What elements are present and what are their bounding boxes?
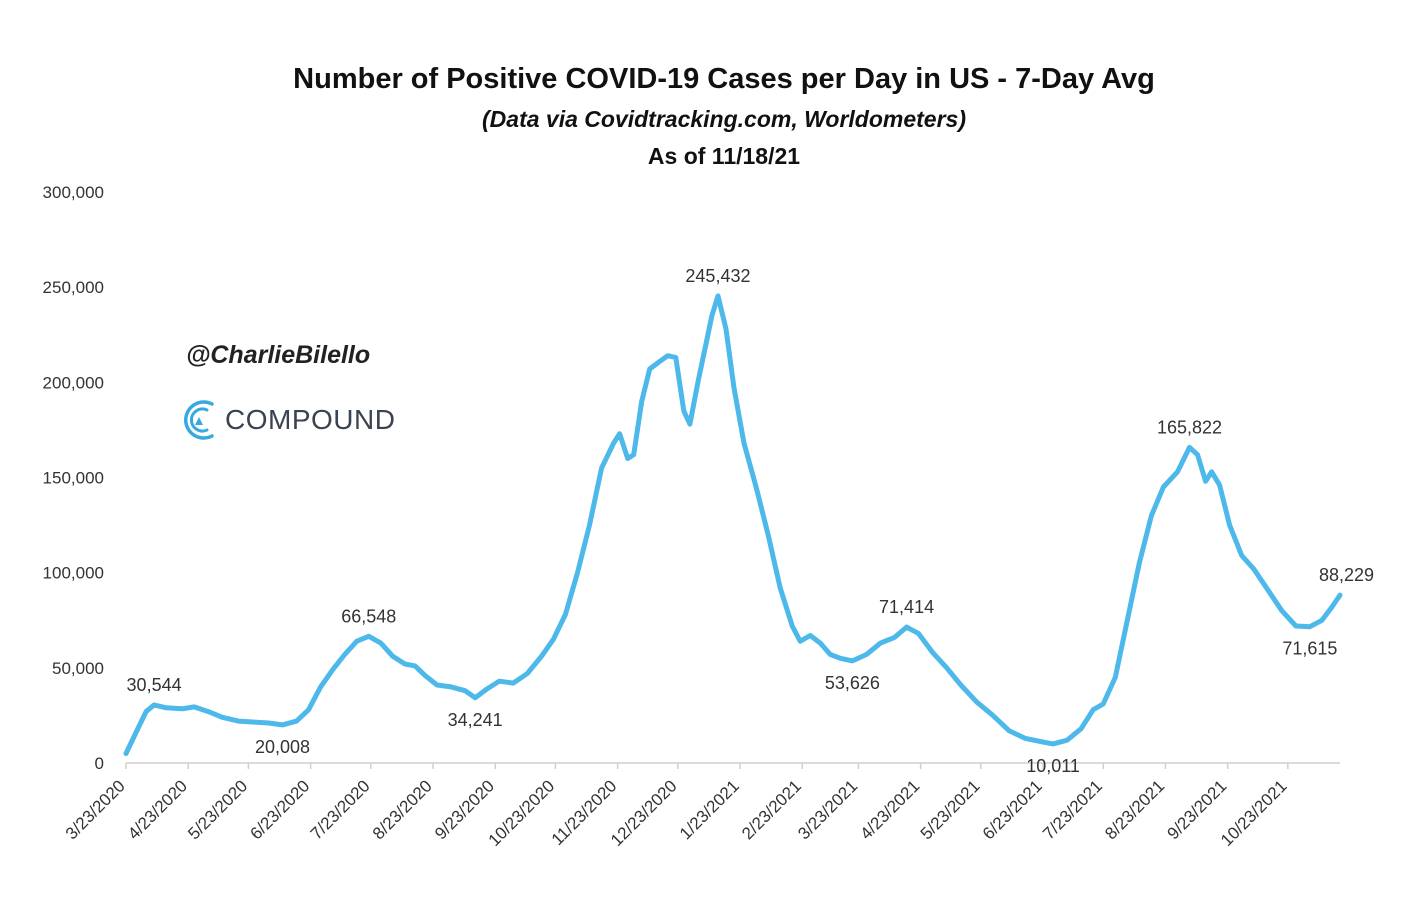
- x-tick-label: 1/23/2021: [676, 776, 743, 843]
- x-tick-label: 7/23/2020: [307, 776, 374, 843]
- y-tick-label: 100,000: [43, 564, 104, 583]
- chart-as-of-date: As of 11/18/21: [648, 143, 800, 169]
- x-axis: 3/23/20204/23/20205/23/20206/23/20207/23…: [62, 762, 1340, 850]
- x-tick-label: 8/23/2020: [369, 776, 436, 843]
- compound-logo-icon: [184, 400, 214, 440]
- y-tick-label: 50,000: [52, 659, 104, 678]
- chart-subtitle: (Data via Covidtracking.com, Worldometer…: [482, 106, 966, 132]
- x-tick-label: 2/23/2021: [738, 776, 805, 843]
- y-tick-label: 300,000: [43, 183, 104, 202]
- x-tick-label: 8/23/2021: [1101, 776, 1168, 843]
- x-tick-label: 5/23/2020: [184, 776, 251, 843]
- x-tick-label: 7/23/2021: [1039, 776, 1106, 843]
- y-tick-label: 200,000: [43, 373, 104, 392]
- data-label: 66,548: [341, 606, 396, 626]
- data-label: 20,008: [255, 737, 310, 757]
- watermark: @CharlieBilello COMPOUND: [184, 341, 395, 440]
- x-tick-label: 6/23/2020: [247, 776, 314, 843]
- x-tick-label: 6/23/2021: [979, 776, 1046, 843]
- x-tick-label: 5/23/2021: [917, 776, 984, 843]
- data-label: 71,414: [879, 597, 934, 617]
- x-tick-label: 10/23/2021: [1217, 776, 1291, 850]
- y-tick-label: 0: [95, 754, 104, 773]
- y-axis: 0 50,000 100,000 150,000 200,000 250,000 300,0…: [43, 183, 104, 773]
- data-label: 34,241: [448, 710, 503, 730]
- plot-series: [123, 293, 1343, 756]
- data-label: 71,615: [1282, 639, 1337, 659]
- x-tick-label: 3/23/2020: [62, 776, 129, 843]
- brand-wordmark: COMPOUND: [225, 404, 395, 435]
- twitter-handle: @CharlieBilello: [186, 341, 370, 369]
- data-label: 30,544: [127, 675, 182, 695]
- data-labels: 30,544 20,008 66,548 34,241 245,432 53,626 71,…: [127, 266, 1374, 776]
- x-tick-label: 3/23/2021: [794, 776, 861, 843]
- y-tick-label: 150,000: [43, 469, 104, 488]
- series-line: [123, 293, 1343, 756]
- data-label: 245,432: [685, 266, 750, 286]
- x-tick-label: 10/23/2020: [485, 776, 559, 850]
- y-tick-label: 250,000: [43, 278, 104, 297]
- x-tick-label: 4/23/2020: [124, 776, 191, 843]
- data-label: 165,822: [1157, 417, 1222, 437]
- x-tick-label: 4/23/2021: [857, 776, 924, 843]
- x-tick-label: 12/23/2020: [607, 776, 681, 850]
- chart-title: Number of Positive COVID-19 Cases per Da…: [293, 63, 1155, 95]
- data-label: 10,011: [1026, 756, 1080, 776]
- data-label: 53,626: [825, 673, 880, 693]
- data-label: 88,229: [1319, 565, 1374, 585]
